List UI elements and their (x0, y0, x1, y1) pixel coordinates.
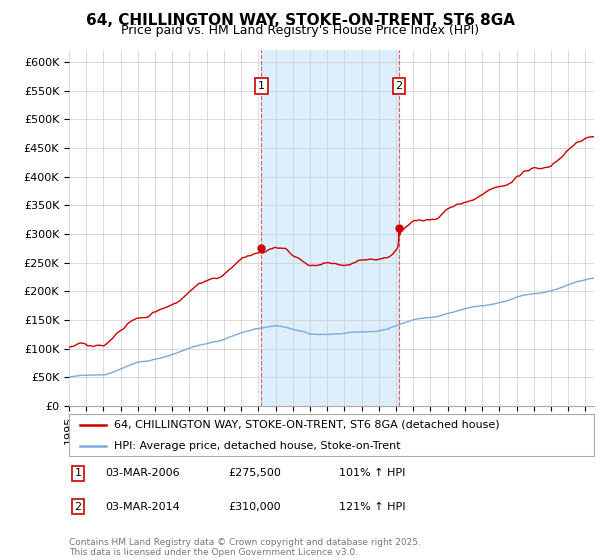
Text: £310,000: £310,000 (228, 502, 281, 512)
Text: 2: 2 (74, 502, 82, 512)
Text: 1: 1 (258, 81, 265, 91)
Text: £275,500: £275,500 (228, 468, 281, 478)
Text: 03-MAR-2014: 03-MAR-2014 (105, 502, 180, 512)
Text: 64, CHILLINGTON WAY, STOKE-ON-TRENT, ST6 8GA: 64, CHILLINGTON WAY, STOKE-ON-TRENT, ST6… (86, 13, 515, 29)
Text: 101% ↑ HPI: 101% ↑ HPI (339, 468, 406, 478)
Text: 03-MAR-2006: 03-MAR-2006 (105, 468, 179, 478)
Text: Contains HM Land Registry data © Crown copyright and database right 2025.
This d: Contains HM Land Registry data © Crown c… (69, 538, 421, 557)
Text: 1: 1 (74, 468, 82, 478)
Text: HPI: Average price, detached house, Stoke-on-Trent: HPI: Average price, detached house, Stok… (113, 441, 400, 451)
Text: 2: 2 (395, 81, 403, 91)
Bar (261, 50, 399, 406)
Text: 64, CHILLINGTON WAY, STOKE-ON-TRENT, ST6 8GA (detached house): 64, CHILLINGTON WAY, STOKE-ON-TRENT, ST6… (113, 420, 499, 430)
Text: Price paid vs. HM Land Registry's House Price Index (HPI): Price paid vs. HM Land Registry's House … (121, 24, 479, 37)
Text: 121% ↑ HPI: 121% ↑ HPI (339, 502, 406, 512)
